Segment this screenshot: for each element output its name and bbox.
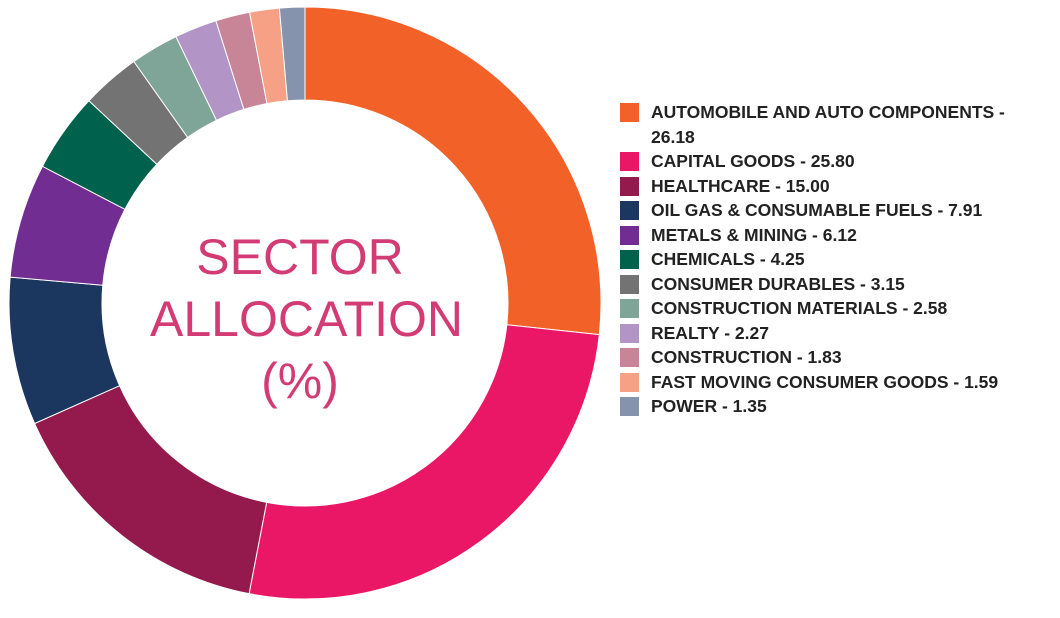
legend-label: CONSTRUCTION - 1.83 [651,347,842,367]
legend-label: AUTOMOBILE AND AUTO COMPONENTS - 26.18 [651,102,1005,147]
legend-label: CHEMICALS - 4.25 [651,249,805,269]
legend-item-4: METALS & MINING - 6.12 [620,223,1052,248]
donut-slice-11 [278,6,306,102]
legend-label: HEALTHCARE - 15.00 [651,175,830,196]
legend-swatch [620,299,639,318]
legend-swatch [620,348,639,367]
chart-title-line-2: ALLOCATION [150,291,464,347]
legend-label: CONSTRUCTION MATERIALS - 2.58 [651,298,948,318]
legend-swatch [620,250,639,269]
legend-item-5: CHEMICALS - 4.25 [620,247,1052,272]
legend-swatch [620,201,639,220]
chart-title-line-3: (%) [261,353,339,409]
legend-swatch [620,323,639,343]
legend-item-3: OIL GAS & CONSUMABLE FUELS - 7.91 [620,198,1052,223]
legend-item-8: REALTY - 2.27 [620,321,1052,346]
legend-item-9: CONSTRUCTION - 1.83 [620,345,1052,370]
legend-swatch [620,225,639,245]
legend-item-0: AUTOMOBILE AND AUTO COMPONENTS - 26.18 [620,100,1052,149]
donut-slice-0 [304,6,602,336]
legend-label: OIL GAS & CONSUMABLE FUELS - 7.91 [651,200,983,220]
legend-label: POWER - 1.35 [651,396,767,416]
donut-slice-1 [248,324,600,600]
legend-item-10: FAST MOVING CONSUMER GOODS - 1.59 [620,370,1052,395]
chart-title-line-1: SECTOR [196,229,404,285]
chart-legend: AUTOMOBILE AND AUTO COMPONENTS - 26.18 CA… [620,100,1052,419]
legend-swatch [620,152,639,171]
legend-label: FAST MOVING CONSUMER GOODS - 1.59 [651,371,999,392]
legend-swatch [620,397,639,416]
legend-label: METALS & MINING - 6.12 [651,224,857,245]
donut-slice-2 [33,384,268,595]
legend-item-7: CONSTRUCTION MATERIALS - 2.58 [620,296,1052,321]
legend-swatch [620,372,639,392]
legend-swatch [620,103,639,122]
legend-swatch [620,274,639,294]
legend-item-11: POWER - 1.35 [620,394,1052,419]
legend-item-6: CONSUMER DURABLES - 3.15 [620,272,1052,297]
legend-item-1: CAPITAL GOODS - 25.80 [620,149,1052,174]
donut-chart [8,6,602,600]
legend-label: CAPITAL GOODS - 25.80 [651,151,855,171]
legend-label: REALTY - 2.27 [651,322,769,343]
legend-label: CONSUMER DURABLES - 3.15 [651,273,905,294]
legend-item-2: HEALTHCARE - 15.00 [620,174,1052,199]
legend-swatch [620,176,639,196]
